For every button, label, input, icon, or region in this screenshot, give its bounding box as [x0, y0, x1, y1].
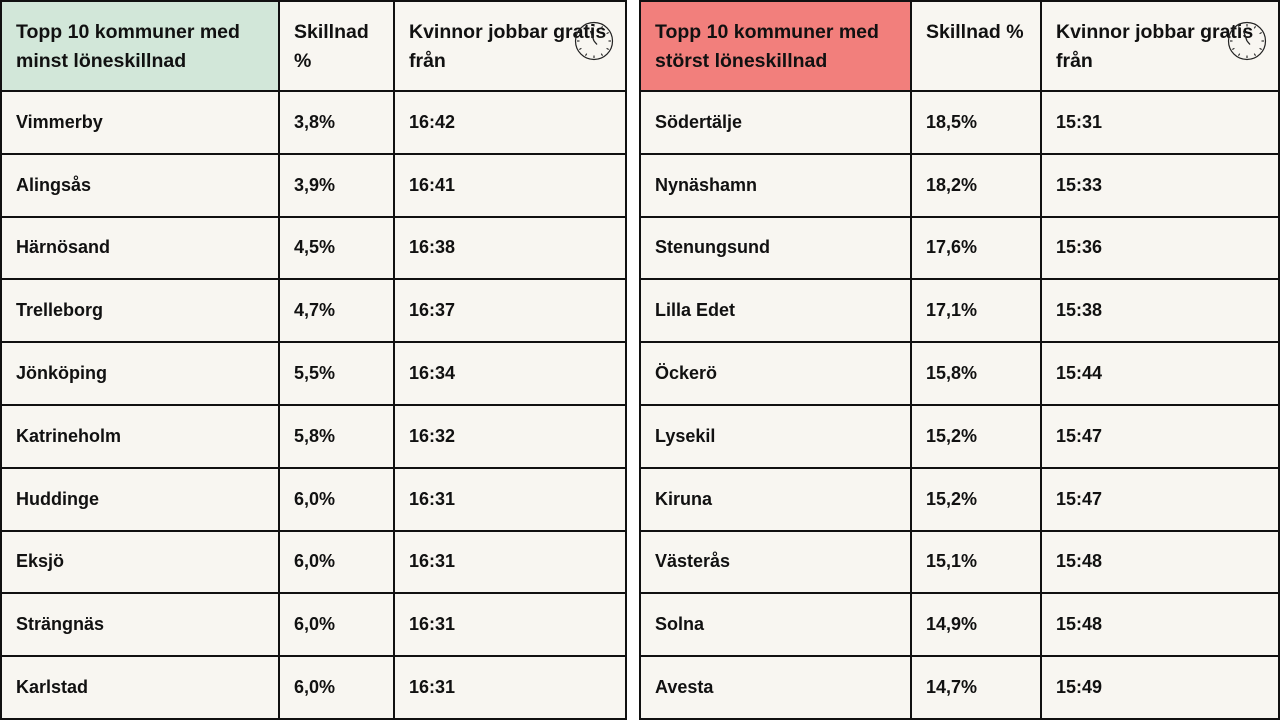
column-header-difference: Skillnad %	[910, 2, 1042, 92]
difference-cell: 6,0%	[278, 655, 395, 718]
difference-cell: 4,5%	[278, 215, 395, 281]
table-row: Jönköping 5,5% 16:34	[2, 341, 625, 406]
difference-cell: 14,7%	[910, 655, 1042, 718]
table-row: Katrineholm 5,8% 16:32	[2, 403, 625, 469]
table-row: Västerås 15,1% 15:48	[641, 529, 1278, 595]
table-row: Solna 14,9% 15:48	[641, 592, 1278, 658]
table-row: Nynäshamn 18,2% 15:33	[641, 152, 1278, 218]
difference-cell: 15,2%	[910, 466, 1042, 532]
difference-cell: 6,0%	[278, 466, 395, 532]
table-header-row: Topp 10 kommuner med minst löneskillnad …	[2, 2, 625, 92]
table-row: Öckerö 15,8% 15:44	[641, 341, 1278, 406]
municipality-cell: Karlstad	[2, 655, 280, 718]
table-row: Alingsås 3,9% 16:41	[2, 152, 625, 218]
municipality-cell: Stenungsund	[641, 215, 912, 281]
municipality-cell: Västerås	[641, 529, 912, 595]
least-gap-table: Topp 10 kommuner med minst löneskillnad …	[2, 2, 625, 718]
table-row: Karlstad 6,0% 16:31	[2, 655, 625, 718]
table-row: Strängnäs 6,0% 16:31	[2, 592, 625, 658]
least-gap-table-panel: Topp 10 kommuner med minst löneskillnad …	[0, 0, 627, 720]
column-header-municipality: Topp 10 kommuner med störst löneskillnad	[641, 2, 912, 92]
municipality-cell: Öckerö	[641, 341, 912, 406]
free-work-time-cell: 16:42	[393, 90, 625, 155]
free-work-time-cell: 15:36	[1040, 215, 1278, 281]
free-work-time-cell: 15:31	[1040, 90, 1278, 155]
free-work-time-cell: 15:33	[1040, 152, 1278, 218]
municipality-cell: Nynäshamn	[641, 152, 912, 218]
free-work-time-cell: 16:37	[393, 278, 625, 344]
difference-cell: 3,9%	[278, 152, 395, 218]
municipality-cell: Vimmerby	[2, 90, 280, 155]
free-work-time-cell: 16:31	[393, 466, 625, 532]
difference-cell: 5,5%	[278, 341, 395, 406]
municipality-cell: Strängnäs	[2, 592, 280, 658]
municipality-cell: Lilla Edet	[641, 278, 912, 344]
clock-icon	[574, 21, 614, 61]
free-work-time-cell: 15:47	[1040, 466, 1278, 532]
municipality-cell: Södertälje	[641, 90, 912, 155]
difference-cell: 6,0%	[278, 529, 395, 595]
free-work-time-cell: 16:31	[393, 655, 625, 718]
table-row: Kiruna 15,2% 15:47	[641, 466, 1278, 532]
difference-cell: 15,1%	[910, 529, 1042, 595]
municipality-cell: Katrineholm	[2, 403, 280, 469]
most-gap-table-panel: Topp 10 kommuner med störst löneskillnad…	[639, 0, 1280, 720]
table-header-row: Topp 10 kommuner med störst löneskillnad…	[641, 2, 1278, 92]
municipality-cell: Kiruna	[641, 466, 912, 532]
municipality-cell: Huddinge	[2, 466, 280, 532]
clock-icon	[1227, 21, 1267, 61]
column-header-difference: Skillnad %	[278, 2, 395, 92]
table-row: Härnösand 4,5% 16:38	[2, 215, 625, 281]
difference-cell: 3,8%	[278, 90, 395, 155]
municipality-cell: Eksjö	[2, 529, 280, 595]
municipality-cell: Härnösand	[2, 215, 280, 281]
difference-cell: 14,9%	[910, 592, 1042, 658]
difference-cell: 15,8%	[910, 341, 1042, 406]
table-row: Avesta 14,7% 15:49	[641, 655, 1278, 718]
column-header-free-work-from-label: Kvinnor jobbar gratis från	[1056, 21, 1254, 72]
column-header-municipality: Topp 10 kommuner med minst löneskillnad	[2, 2, 280, 92]
table-row: Trelleborg 4,7% 16:37	[2, 278, 625, 344]
difference-cell: 15,2%	[910, 403, 1042, 469]
municipality-cell: Avesta	[641, 655, 912, 718]
municipality-cell: Alingsås	[2, 152, 280, 218]
free-work-time-cell: 15:38	[1040, 278, 1278, 344]
free-work-time-cell: 16:31	[393, 529, 625, 595]
municipality-cell: Trelleborg	[2, 278, 280, 344]
table-row: Huddinge 6,0% 16:31	[2, 466, 625, 532]
free-work-time-cell: 15:48	[1040, 529, 1278, 595]
column-header-free-work-from: Kvinnor jobbar gratis från	[393, 2, 625, 92]
table-row: Södertälje 18,5% 15:31	[641, 90, 1278, 155]
table-row: Stenungsund 17,6% 15:36	[641, 215, 1278, 281]
municipality-cell: Solna	[641, 592, 912, 658]
column-header-free-work-from: Kvinnor jobbar gratis från	[1040, 2, 1278, 92]
table-row: Vimmerby 3,8% 16:42	[2, 90, 625, 155]
free-work-time-cell: 16:31	[393, 592, 625, 658]
difference-cell: 5,8%	[278, 403, 395, 469]
difference-cell: 18,5%	[910, 90, 1042, 155]
difference-cell: 4,7%	[278, 278, 395, 344]
difference-cell: 17,6%	[910, 215, 1042, 281]
free-work-time-cell: 15:48	[1040, 592, 1278, 658]
free-work-time-cell: 16:38	[393, 215, 625, 281]
table-row: Eksjö 6,0% 16:31	[2, 529, 625, 595]
free-work-time-cell: 15:44	[1040, 341, 1278, 406]
free-work-time-cell: 16:41	[393, 152, 625, 218]
free-work-time-cell: 16:34	[393, 341, 625, 406]
table-row: Lilla Edet 17,1% 15:38	[641, 278, 1278, 344]
column-header-free-work-from-label: Kvinnor jobbar gratis från	[409, 21, 607, 72]
municipality-cell: Lysekil	[641, 403, 912, 469]
difference-cell: 17,1%	[910, 278, 1042, 344]
free-work-time-cell: 15:47	[1040, 403, 1278, 469]
difference-cell: 18,2%	[910, 152, 1042, 218]
difference-cell: 6,0%	[278, 592, 395, 658]
table-row: Lysekil 15,2% 15:47	[641, 403, 1278, 469]
most-gap-table: Topp 10 kommuner med störst löneskillnad…	[641, 2, 1278, 718]
free-work-time-cell: 15:49	[1040, 655, 1278, 718]
free-work-time-cell: 16:32	[393, 403, 625, 469]
municipality-cell: Jönköping	[2, 341, 280, 406]
